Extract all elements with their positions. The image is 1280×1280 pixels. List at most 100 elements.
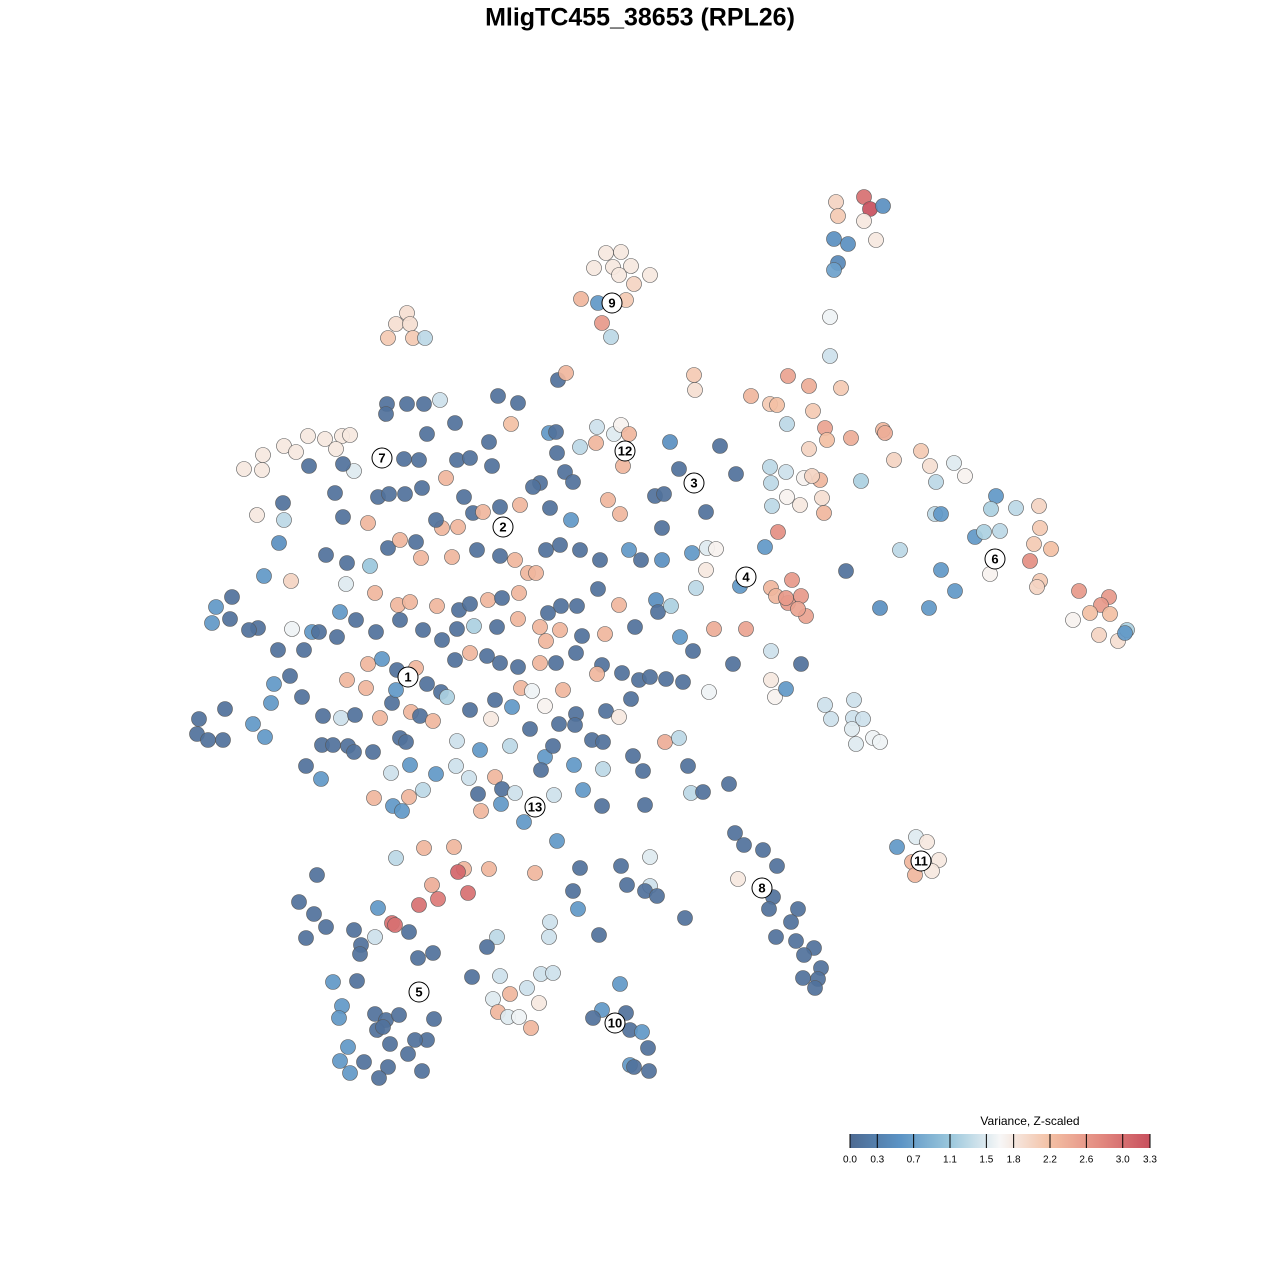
point xyxy=(362,558,378,574)
point xyxy=(245,716,261,732)
point xyxy=(946,455,962,471)
point xyxy=(475,504,491,520)
point xyxy=(594,315,610,331)
point xyxy=(402,316,418,332)
colorbar-gradient xyxy=(850,1134,1150,1148)
point xyxy=(778,464,794,480)
point xyxy=(516,814,532,830)
point xyxy=(931,852,947,868)
point xyxy=(331,1010,347,1026)
point xyxy=(388,316,404,332)
point xyxy=(872,734,888,750)
point xyxy=(414,480,430,496)
point xyxy=(877,425,893,441)
point xyxy=(472,742,488,758)
point xyxy=(805,403,821,419)
point xyxy=(780,368,796,384)
point xyxy=(392,612,408,628)
point xyxy=(510,395,526,411)
point xyxy=(479,648,495,664)
point xyxy=(301,458,317,474)
point xyxy=(375,1019,391,1035)
point xyxy=(335,456,351,472)
point xyxy=(460,885,476,901)
point xyxy=(483,711,499,727)
point xyxy=(380,330,396,346)
point xyxy=(428,512,444,528)
point xyxy=(291,894,307,910)
point xyxy=(640,1040,656,1056)
point xyxy=(306,906,322,922)
point xyxy=(1029,579,1045,595)
point xyxy=(531,995,547,1011)
point xyxy=(464,969,480,985)
point xyxy=(484,458,500,474)
point xyxy=(298,930,314,946)
point xyxy=(368,624,384,640)
point xyxy=(208,599,224,615)
point xyxy=(612,976,628,992)
point xyxy=(328,441,344,457)
point xyxy=(282,668,298,684)
point xyxy=(598,245,614,261)
point xyxy=(816,505,832,521)
point xyxy=(425,945,441,961)
point xyxy=(257,729,273,745)
point xyxy=(957,468,973,484)
point xyxy=(790,601,806,617)
point xyxy=(1008,500,1024,516)
point xyxy=(919,834,935,850)
point xyxy=(391,1007,407,1023)
point xyxy=(469,542,485,558)
point xyxy=(473,803,489,819)
point xyxy=(788,933,804,949)
point xyxy=(365,744,381,760)
point xyxy=(294,689,310,705)
point xyxy=(695,784,711,800)
point xyxy=(222,611,238,627)
point xyxy=(572,439,588,455)
point xyxy=(378,406,394,422)
point xyxy=(462,596,478,612)
point xyxy=(430,891,446,907)
point xyxy=(538,542,554,558)
point xyxy=(487,769,503,785)
points xyxy=(189,189,1135,1086)
point xyxy=(675,674,691,690)
point xyxy=(654,520,670,536)
point xyxy=(342,427,358,443)
point xyxy=(541,929,557,945)
point xyxy=(204,615,220,631)
colorbar: Variance, Z-scaled 0.0 0.3 0.7 1.1 1.5 1.8 2.2… xyxy=(843,1114,1157,1165)
point xyxy=(838,563,854,579)
point xyxy=(449,621,465,637)
point xyxy=(528,565,544,581)
point xyxy=(875,198,891,214)
point xyxy=(658,671,674,687)
point xyxy=(826,231,842,247)
point xyxy=(545,738,561,754)
point xyxy=(309,867,325,883)
point xyxy=(868,232,884,248)
point xyxy=(527,865,543,881)
point xyxy=(426,1011,442,1027)
point xyxy=(318,547,334,563)
point xyxy=(767,689,783,705)
point xyxy=(762,459,778,475)
point xyxy=(1091,627,1107,643)
point xyxy=(921,600,937,616)
point xyxy=(415,622,431,638)
point xyxy=(429,598,445,614)
point xyxy=(597,626,613,642)
point xyxy=(504,699,520,715)
point xyxy=(589,666,605,682)
point xyxy=(366,790,382,806)
point xyxy=(338,576,354,592)
point xyxy=(671,730,687,746)
point xyxy=(892,542,908,558)
point xyxy=(814,490,830,506)
point xyxy=(462,645,478,661)
point xyxy=(730,871,746,887)
point xyxy=(688,580,704,596)
point xyxy=(833,380,849,396)
